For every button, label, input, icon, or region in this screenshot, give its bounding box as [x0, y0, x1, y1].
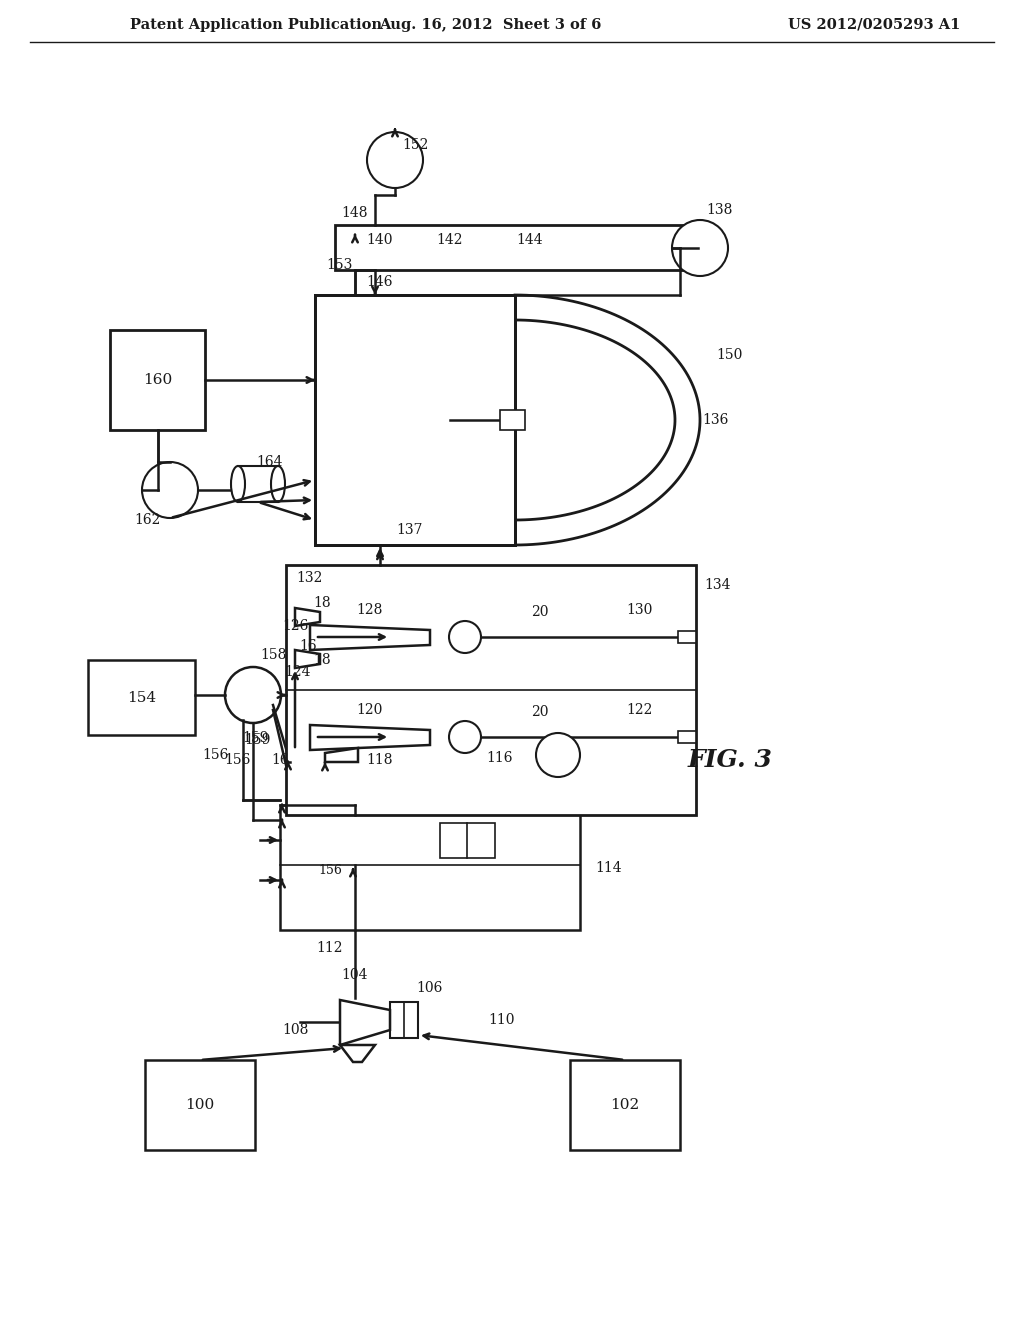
Text: 159: 159	[245, 733, 271, 747]
Bar	[88, 660, 195, 735]
Circle shape	[225, 667, 281, 723]
Polygon shape	[295, 649, 319, 668]
Text: 160: 160	[143, 374, 173, 387]
Bar	[286, 565, 696, 814]
Circle shape	[142, 462, 198, 517]
Text: 132: 132	[297, 572, 324, 585]
Text: 140: 140	[367, 234, 393, 247]
Text: 156: 156	[202, 748, 228, 762]
Bar	[678, 731, 696, 743]
Text: 159: 159	[242, 731, 268, 744]
Text: 112: 112	[316, 941, 343, 954]
Polygon shape	[340, 1045, 375, 1063]
Text: 114: 114	[595, 861, 622, 874]
Circle shape	[449, 620, 481, 653]
Text: 16: 16	[299, 639, 316, 653]
Text: 137: 137	[396, 523, 423, 537]
Text: 138: 138	[707, 203, 733, 216]
Polygon shape	[310, 725, 430, 750]
Polygon shape	[340, 1001, 390, 1045]
Text: 108: 108	[282, 1023, 308, 1038]
Text: 142: 142	[437, 234, 463, 247]
Bar	[280, 805, 580, 931]
Text: 116: 116	[486, 751, 513, 766]
Circle shape	[672, 220, 728, 276]
Text: 128: 128	[356, 603, 383, 616]
Text: 18: 18	[313, 653, 331, 667]
Text: 156: 156	[318, 863, 342, 876]
Text: 156: 156	[225, 752, 251, 767]
Text: 124: 124	[285, 665, 311, 678]
Text: 153: 153	[327, 257, 353, 272]
Text: 144: 144	[517, 234, 544, 247]
Text: 154: 154	[127, 690, 156, 705]
Ellipse shape	[271, 466, 285, 502]
Text: FIG. 3: FIG. 3	[687, 748, 772, 772]
Text: 16: 16	[271, 752, 289, 767]
Text: 146: 146	[367, 275, 393, 289]
Ellipse shape	[231, 466, 245, 502]
Polygon shape	[295, 609, 319, 626]
Bar	[678, 631, 696, 643]
Text: 136: 136	[701, 413, 728, 426]
Circle shape	[536, 733, 580, 777]
Text: 148: 148	[342, 206, 369, 220]
Text: 102: 102	[610, 1098, 640, 1111]
Bar	[315, 294, 515, 545]
Text: 120: 120	[356, 704, 383, 717]
Text: 150: 150	[717, 348, 743, 362]
Text: 134: 134	[705, 578, 730, 591]
Text: 130: 130	[627, 603, 653, 616]
Text: 158: 158	[260, 648, 286, 663]
Text: 162: 162	[135, 513, 161, 527]
Text: 20: 20	[531, 605, 549, 619]
Text: 164: 164	[257, 455, 284, 469]
Text: 118: 118	[367, 752, 393, 767]
Text: Patent Application Publication: Patent Application Publication	[130, 18, 382, 32]
Polygon shape	[310, 624, 430, 649]
Bar	[335, 224, 685, 271]
Text: 104: 104	[342, 968, 369, 982]
Bar	[110, 330, 205, 430]
Bar	[500, 411, 525, 430]
Text: 152: 152	[401, 139, 428, 152]
Bar	[440, 822, 495, 858]
Text: 20: 20	[531, 705, 549, 719]
Text: 18: 18	[313, 597, 331, 610]
Bar	[315, 294, 515, 545]
Text: 110: 110	[488, 1012, 515, 1027]
Bar	[390, 1002, 418, 1038]
Text: US 2012/0205293 A1: US 2012/0205293 A1	[787, 18, 961, 32]
Bar	[570, 1060, 680, 1150]
Bar	[238, 466, 278, 502]
Circle shape	[449, 721, 481, 752]
Circle shape	[367, 132, 423, 187]
Polygon shape	[325, 748, 358, 762]
Bar	[315, 294, 515, 545]
Text: Aug. 16, 2012  Sheet 3 of 6: Aug. 16, 2012 Sheet 3 of 6	[379, 18, 601, 32]
Text: 126: 126	[282, 619, 308, 634]
Text: 122: 122	[627, 704, 653, 717]
Text: 100: 100	[185, 1098, 215, 1111]
Bar	[145, 1060, 255, 1150]
Text: 106: 106	[417, 981, 443, 995]
